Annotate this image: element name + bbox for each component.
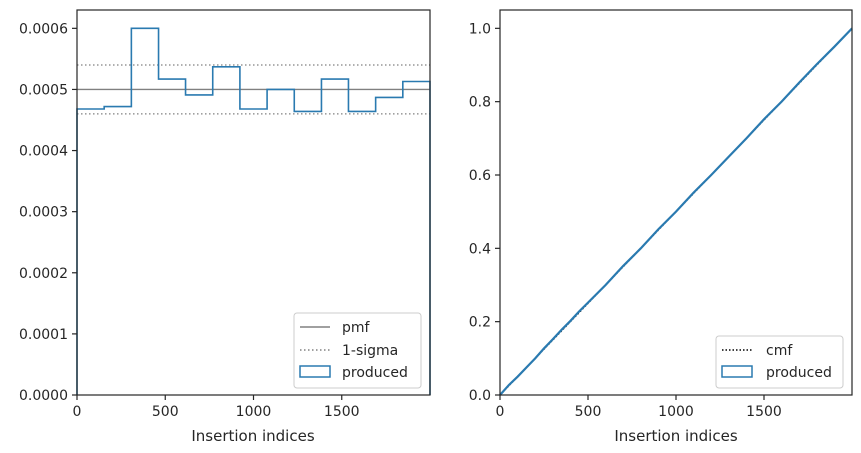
left-x-tick-label: 1000 xyxy=(236,404,272,420)
series-produced-curve xyxy=(499,27,853,396)
right-y-tick-label: 0.6 xyxy=(469,168,491,184)
legend-produced-label: produced xyxy=(342,365,408,381)
series-produced-step xyxy=(76,27,431,395)
left-legend: pmf 1-sigma produced xyxy=(293,312,422,389)
right-y-tick-label: 1.0 xyxy=(469,21,491,37)
legend-cmf-label: cmf xyxy=(766,343,793,359)
right-x-tick-label: 1500 xyxy=(746,404,782,420)
left-x-tick-label: 500 xyxy=(152,404,179,420)
left-plot-data xyxy=(76,27,431,395)
pmf-histogram-panel: 0 500 1000 1500 0.0000 0.0001 0.0002 0.0003 0.00… xyxy=(19,9,431,445)
legend-pmf-label: pmf xyxy=(342,320,371,336)
right-x-tick-label: 0 xyxy=(496,404,505,420)
legend-sigma-label: 1-sigma xyxy=(342,343,398,359)
left-y-tick-label: 0.0002 xyxy=(19,266,68,282)
left-y-tick-label: 0.0001 xyxy=(19,327,68,343)
right-legend-box xyxy=(715,335,844,389)
right-axis-ticks: 0 500 1000 1500 0.0 0.2 0.4 0.6 0.8 1.0 xyxy=(469,21,782,420)
left-x-tick-label: 0 xyxy=(73,404,82,420)
legend-produced-swatch-right xyxy=(721,365,753,378)
left-y-tick-label: 0.0005 xyxy=(19,82,68,98)
left-axis-ticks: 0 500 1000 1500 0.0000 0.0001 0.0002 0.0003 0.00… xyxy=(19,21,360,420)
left-y-tick-label: 0.0006 xyxy=(19,21,68,37)
right-y-tick-label: 0.2 xyxy=(469,315,491,331)
right-y-tick-label: 0.0 xyxy=(469,388,491,404)
left-x-tick-label: 1500 xyxy=(324,404,360,420)
right-y-tick-label: 0.4 xyxy=(469,241,491,257)
right-axes-frame xyxy=(499,9,853,396)
right-x-axis-label: Insertion indices xyxy=(614,427,737,445)
right-x-tick-label: 500 xyxy=(575,404,602,420)
left-y-tick-label: 0.0003 xyxy=(19,205,68,221)
left-axes-frame xyxy=(76,9,431,396)
left-x-axis-label: Insertion indices xyxy=(191,427,314,445)
right-x-tick-label: 1000 xyxy=(658,404,694,420)
right-legend: cmf produced xyxy=(715,335,844,389)
left-legend-box xyxy=(293,312,422,389)
right-y-tick-label: 0.8 xyxy=(469,95,491,111)
right-plot-data xyxy=(499,27,853,396)
legend-produced-label-right: produced xyxy=(766,365,832,381)
left-y-tick-label: 0.0004 xyxy=(19,144,68,160)
left-y-tick-label: 0.0000 xyxy=(19,388,68,404)
cmf-panel: 0 500 1000 1500 0.0 0.2 0.4 0.6 0.8 1.0 Insertion… xyxy=(469,9,853,445)
legend-produced-swatch xyxy=(299,365,331,378)
